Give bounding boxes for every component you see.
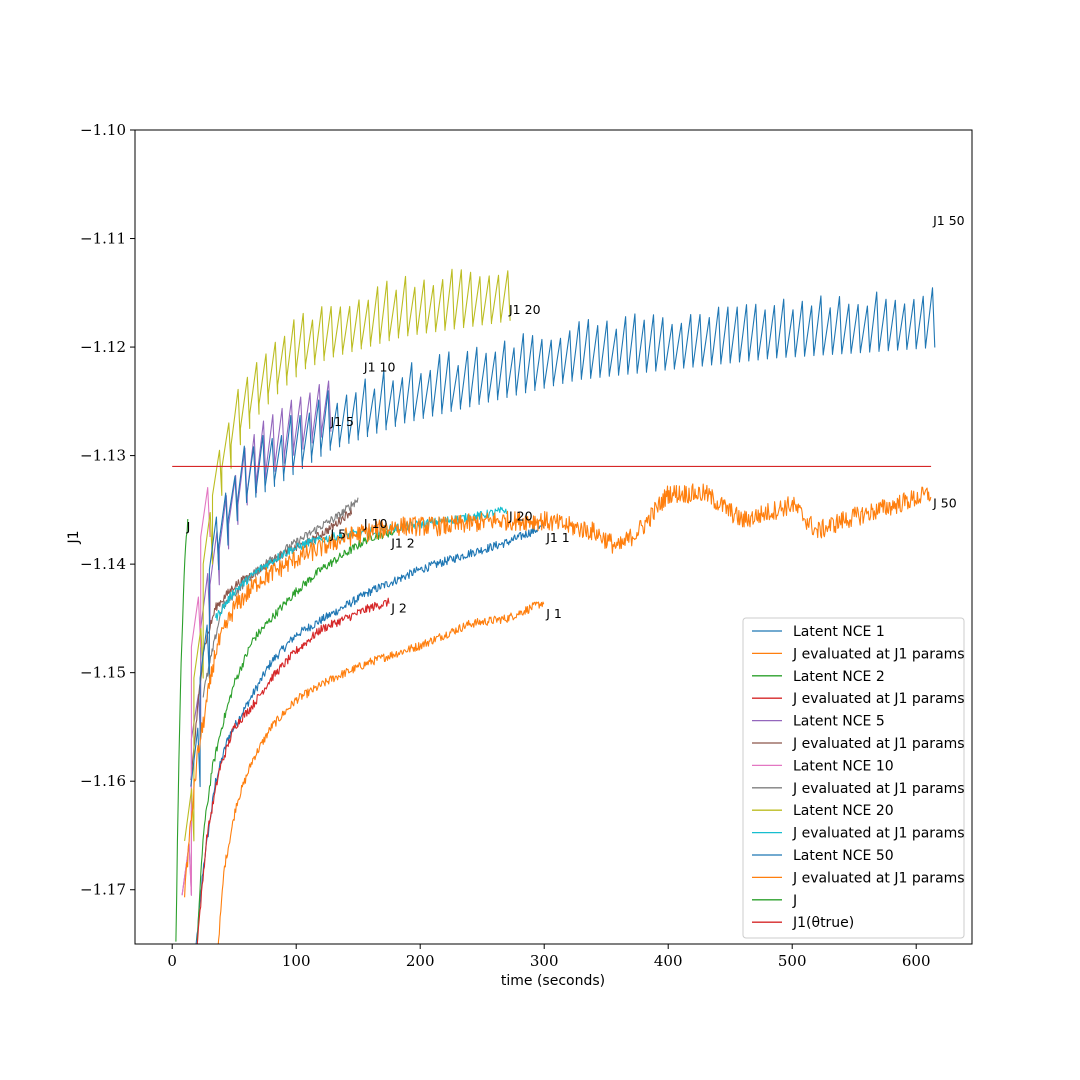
series-end-label: J 1 [545,606,562,621]
y-tick-label: −1.12 [80,338,126,356]
x-tick-label: 500 [778,952,807,970]
series-line [190,287,936,788]
legend-entry: Latent NCE 10 [793,758,894,774]
series-layer [172,268,936,944]
legend-entry: J evaluated at J1 params [792,781,965,797]
series-line [184,268,511,842]
plot-frame [134,129,973,945]
legend-entry: J1(θtrue) [792,915,854,931]
series-end-label: J1 5 [329,414,354,429]
series-end-label: J1 10 [363,360,396,375]
legend-entry: Latent NCE 5 [793,714,885,730]
series-end-label: J1 50 [932,213,965,228]
y-tick-label: −1.14 [80,555,126,573]
annotation-layer: J1 50 J1 20 J1 10 J1 5 J1 1 J1 2 J 50 J 20 J 10 J… [186,213,965,621]
legend-entry: Latent NCE 50 [793,848,894,864]
legend-entry: Latent NCE 2 [793,669,885,685]
series-end-label: J 50 [932,495,957,510]
x-axis: 0 100 200 300 400 500 600 [167,944,931,970]
y-tick-label: −1.15 [80,664,126,682]
legend-frame [742,617,965,939]
series-line [217,601,545,944]
series-end-label: J 10 [363,516,388,531]
legend-entry: J evaluated at J1 params [792,691,965,707]
y-tick-label: −1.13 [80,447,126,465]
y-tick-label: −1.16 [80,772,126,790]
legend-entry: J evaluated at J1 params [792,646,965,662]
series-end-label: J [186,519,191,534]
legend-entry: J evaluated at J1 params [792,870,965,886]
legend: Latent NCE 1 J evaluated at J1 params Late… [742,617,965,939]
x-tick-label: 0 [167,952,177,970]
x-tick-label: 100 [282,952,311,970]
y-tick-label: −1.17 [80,881,126,899]
legend-entry: J evaluated at J1 params [792,736,965,752]
y-tick-label: −1.11 [80,230,126,248]
series-end-label: J1 1 [545,530,570,545]
series-line [175,518,189,942]
series-end-label: J1 20 [508,302,541,317]
y-axis: −1.17 −1.16 −1.15 −1.14 −1.13 −1.12 −1.11 −1.10 [80,121,135,899]
legend-entry: Latent NCE 1 [793,624,885,640]
y-tick-label: −1.10 [80,121,126,139]
series-end-label: J1 2 [390,535,415,550]
series-end-label: J 5 [329,527,346,542]
series-end-label: J 20 [508,508,533,523]
x-axis-title: time (seconds) [501,973,605,989]
x-tick-label: 400 [654,952,683,970]
x-tick-label: 600 [902,952,931,970]
y-axis-title: J1 [66,530,82,544]
x-tick-label: 200 [406,952,435,970]
series-line [196,597,390,944]
series-line [184,483,932,898]
series-end-label: J 2 [390,601,407,616]
series-line [215,506,508,621]
series-line [195,522,545,944]
legend-entry: J evaluated at J1 params [792,826,965,842]
x-tick-label: 300 [530,952,559,970]
legend-entry: Latent NCE 20 [793,803,894,819]
series-line [196,528,396,941]
legend-entry: J [792,893,797,909]
